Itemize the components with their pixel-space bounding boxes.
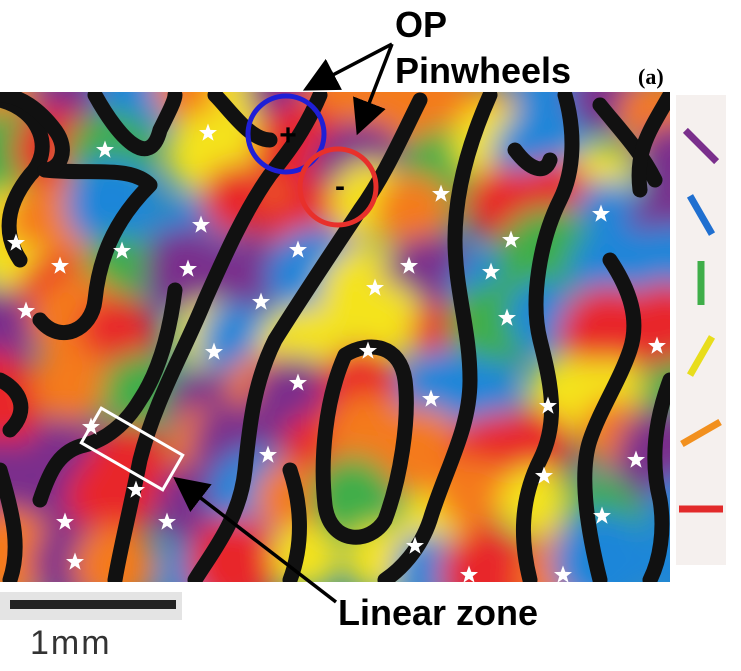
pinwheels-label: Pinwheels [395,50,572,91]
panel-label: (a) [638,64,664,89]
orientation-legend [676,95,726,565]
legend-purple-bar [682,127,720,165]
color-patch [439,526,535,582]
arrow-icon [302,42,393,91]
legend-blue-bar [686,194,716,236]
arrow-icon [173,476,338,604]
linear-zone-box [79,406,185,492]
iso-orientation-contours [0,92,670,582]
color-patch [436,457,510,531]
negative-pinwheel-circle [297,146,379,228]
arrow-icon [353,43,394,136]
color-patch [201,164,273,235]
linear-zone-label: Linear zone [338,592,539,633]
positive-pinwheel-circle [245,93,327,175]
scale-label: 1mm [30,624,112,662]
op-label: OP [395,4,448,45]
color-patch [374,174,451,251]
plus-sign: + [279,119,297,152]
color-patch [31,343,112,424]
scale-bar [10,600,176,609]
legend-orange-bar [680,418,722,448]
legend-yellow-bar [686,335,716,377]
color-patch [551,511,653,582]
minus-sign: - [335,170,345,203]
